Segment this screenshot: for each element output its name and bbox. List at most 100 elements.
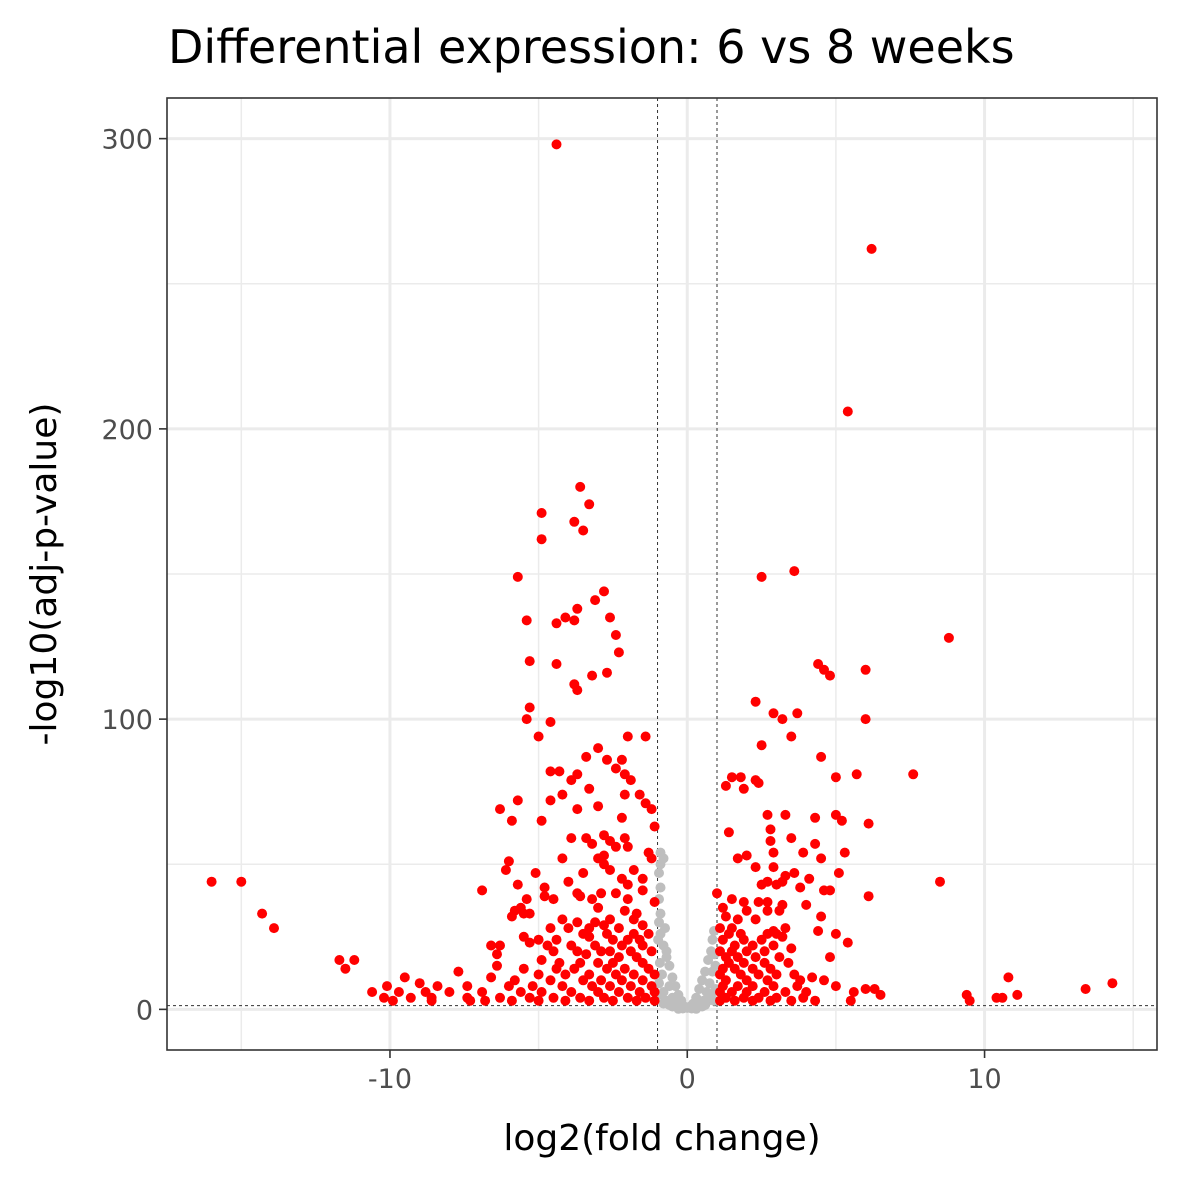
significant-gene-point	[777, 931, 788, 942]
significant-gene-point	[548, 992, 559, 1003]
significant-gene-point	[765, 824, 776, 835]
significant-gene-point	[637, 873, 648, 884]
significant-gene-point	[602, 963, 612, 974]
significant-gene-point	[786, 731, 797, 742]
significant-gene-point	[625, 775, 636, 786]
significant-gene-point	[480, 995, 491, 1006]
significant-gene-point	[572, 804, 583, 815]
significant-gene-point	[750, 914, 761, 925]
significant-gene-point	[536, 955, 547, 965]
significant-gene-point	[486, 972, 497, 983]
x-tick-label: -10	[368, 1064, 412, 1095]
significant-gene-point	[720, 911, 731, 922]
significant-gene-point	[768, 847, 779, 858]
significant-gene-point	[753, 897, 764, 907]
y-tick-label: 100	[101, 705, 153, 736]
non-significant-gene-point	[655, 908, 666, 919]
significant-gene-point	[860, 664, 871, 675]
significant-gene-point	[533, 995, 544, 1006]
significant-gene-point	[506, 911, 517, 922]
significant-gene-point	[649, 987, 660, 997]
significant-gene-point	[768, 708, 779, 719]
significant-gene-point	[599, 920, 609, 931]
significant-gene-point	[1003, 972, 1014, 983]
significant-gene-point	[807, 972, 818, 983]
significant-gene-point	[712, 888, 722, 899]
significant-gene-point	[717, 934, 728, 945]
significant-gene-point	[825, 670, 835, 681]
significant-gene-point	[943, 632, 954, 643]
significant-gene-point	[566, 987, 577, 997]
significant-gene-point	[646, 946, 657, 957]
significant-gene-point	[486, 940, 497, 951]
significant-gene-point	[349, 955, 360, 965]
significant-gene-point	[605, 946, 615, 957]
significant-gene-point	[765, 836, 776, 846]
significant-gene-point	[477, 987, 488, 997]
significant-gene-point	[640, 992, 651, 1003]
significant-gene-point	[581, 751, 592, 762]
significant-gene-point	[533, 731, 544, 742]
significant-gene-point	[762, 905, 773, 916]
significant-gene-point	[720, 780, 731, 791]
significant-gene-point	[747, 995, 758, 1006]
significant-gene-point	[524, 992, 535, 1003]
significant-gene-point	[750, 696, 761, 707]
significant-gene-point	[545, 766, 556, 777]
non-significant-gene-point	[673, 1003, 684, 1014]
significant-gene-point	[587, 838, 598, 849]
significant-gene-point	[649, 821, 660, 832]
significant-gene-point	[771, 879, 782, 890]
significant-gene-point	[756, 571, 767, 582]
significant-gene-point	[607, 934, 618, 945]
significant-gene-point	[521, 894, 532, 905]
significant-gene-point	[753, 969, 764, 980]
significant-gene-point	[631, 995, 642, 1006]
significant-gene-point	[786, 833, 797, 844]
significant-gene-point	[524, 937, 535, 948]
significant-gene-point	[780, 987, 791, 997]
significant-gene-point	[771, 969, 782, 980]
significant-gene-point	[536, 987, 547, 997]
significant-gene-point	[572, 946, 583, 957]
significant-gene-point	[780, 923, 791, 934]
significant-gene-point	[1012, 989, 1023, 1000]
significant-gene-point	[545, 923, 556, 934]
significant-gene-point	[786, 995, 797, 1006]
significant-gene-point	[399, 972, 410, 983]
non-significant-gene-point	[667, 972, 678, 983]
significant-gene-point	[830, 981, 841, 992]
minor-gridlines	[167, 98, 1157, 1050]
significant-gene-point	[774, 905, 785, 916]
significant-gene-point	[581, 949, 592, 960]
significant-gene-point	[819, 975, 829, 986]
significant-gene-point	[387, 995, 398, 1006]
significant-gene-point	[717, 902, 728, 913]
significant-gene-point	[789, 868, 800, 878]
significant-gene-point	[518, 963, 529, 974]
significant-gene-point	[432, 981, 443, 992]
significant-gene-point	[783, 957, 794, 968]
significant-gene-point	[613, 923, 624, 934]
significant-gene-point	[866, 243, 877, 254]
significant-gene-point	[643, 928, 654, 939]
non-significant-gene-point	[660, 923, 670, 934]
significant-gene-point	[602, 754, 612, 765]
significant-gene-point	[545, 975, 556, 986]
significant-gene-point	[622, 894, 633, 905]
significant-gene-point	[563, 923, 574, 934]
significant-gene-point	[735, 772, 746, 783]
significant-gene-point	[836, 815, 847, 826]
significant-gene-point	[637, 940, 648, 951]
significant-gene-point	[593, 743, 604, 754]
significant-gene-point	[997, 992, 1008, 1003]
non-significant-gene-point	[700, 966, 711, 977]
significant-gene-point	[610, 630, 621, 640]
significant-gene-point	[393, 987, 404, 997]
significant-gene-point	[610, 888, 621, 899]
significant-gene-point	[762, 809, 773, 820]
significant-gene-point	[602, 667, 612, 678]
x-tick-label: 0	[679, 1064, 696, 1095]
significant-gene-point	[584, 995, 595, 1006]
